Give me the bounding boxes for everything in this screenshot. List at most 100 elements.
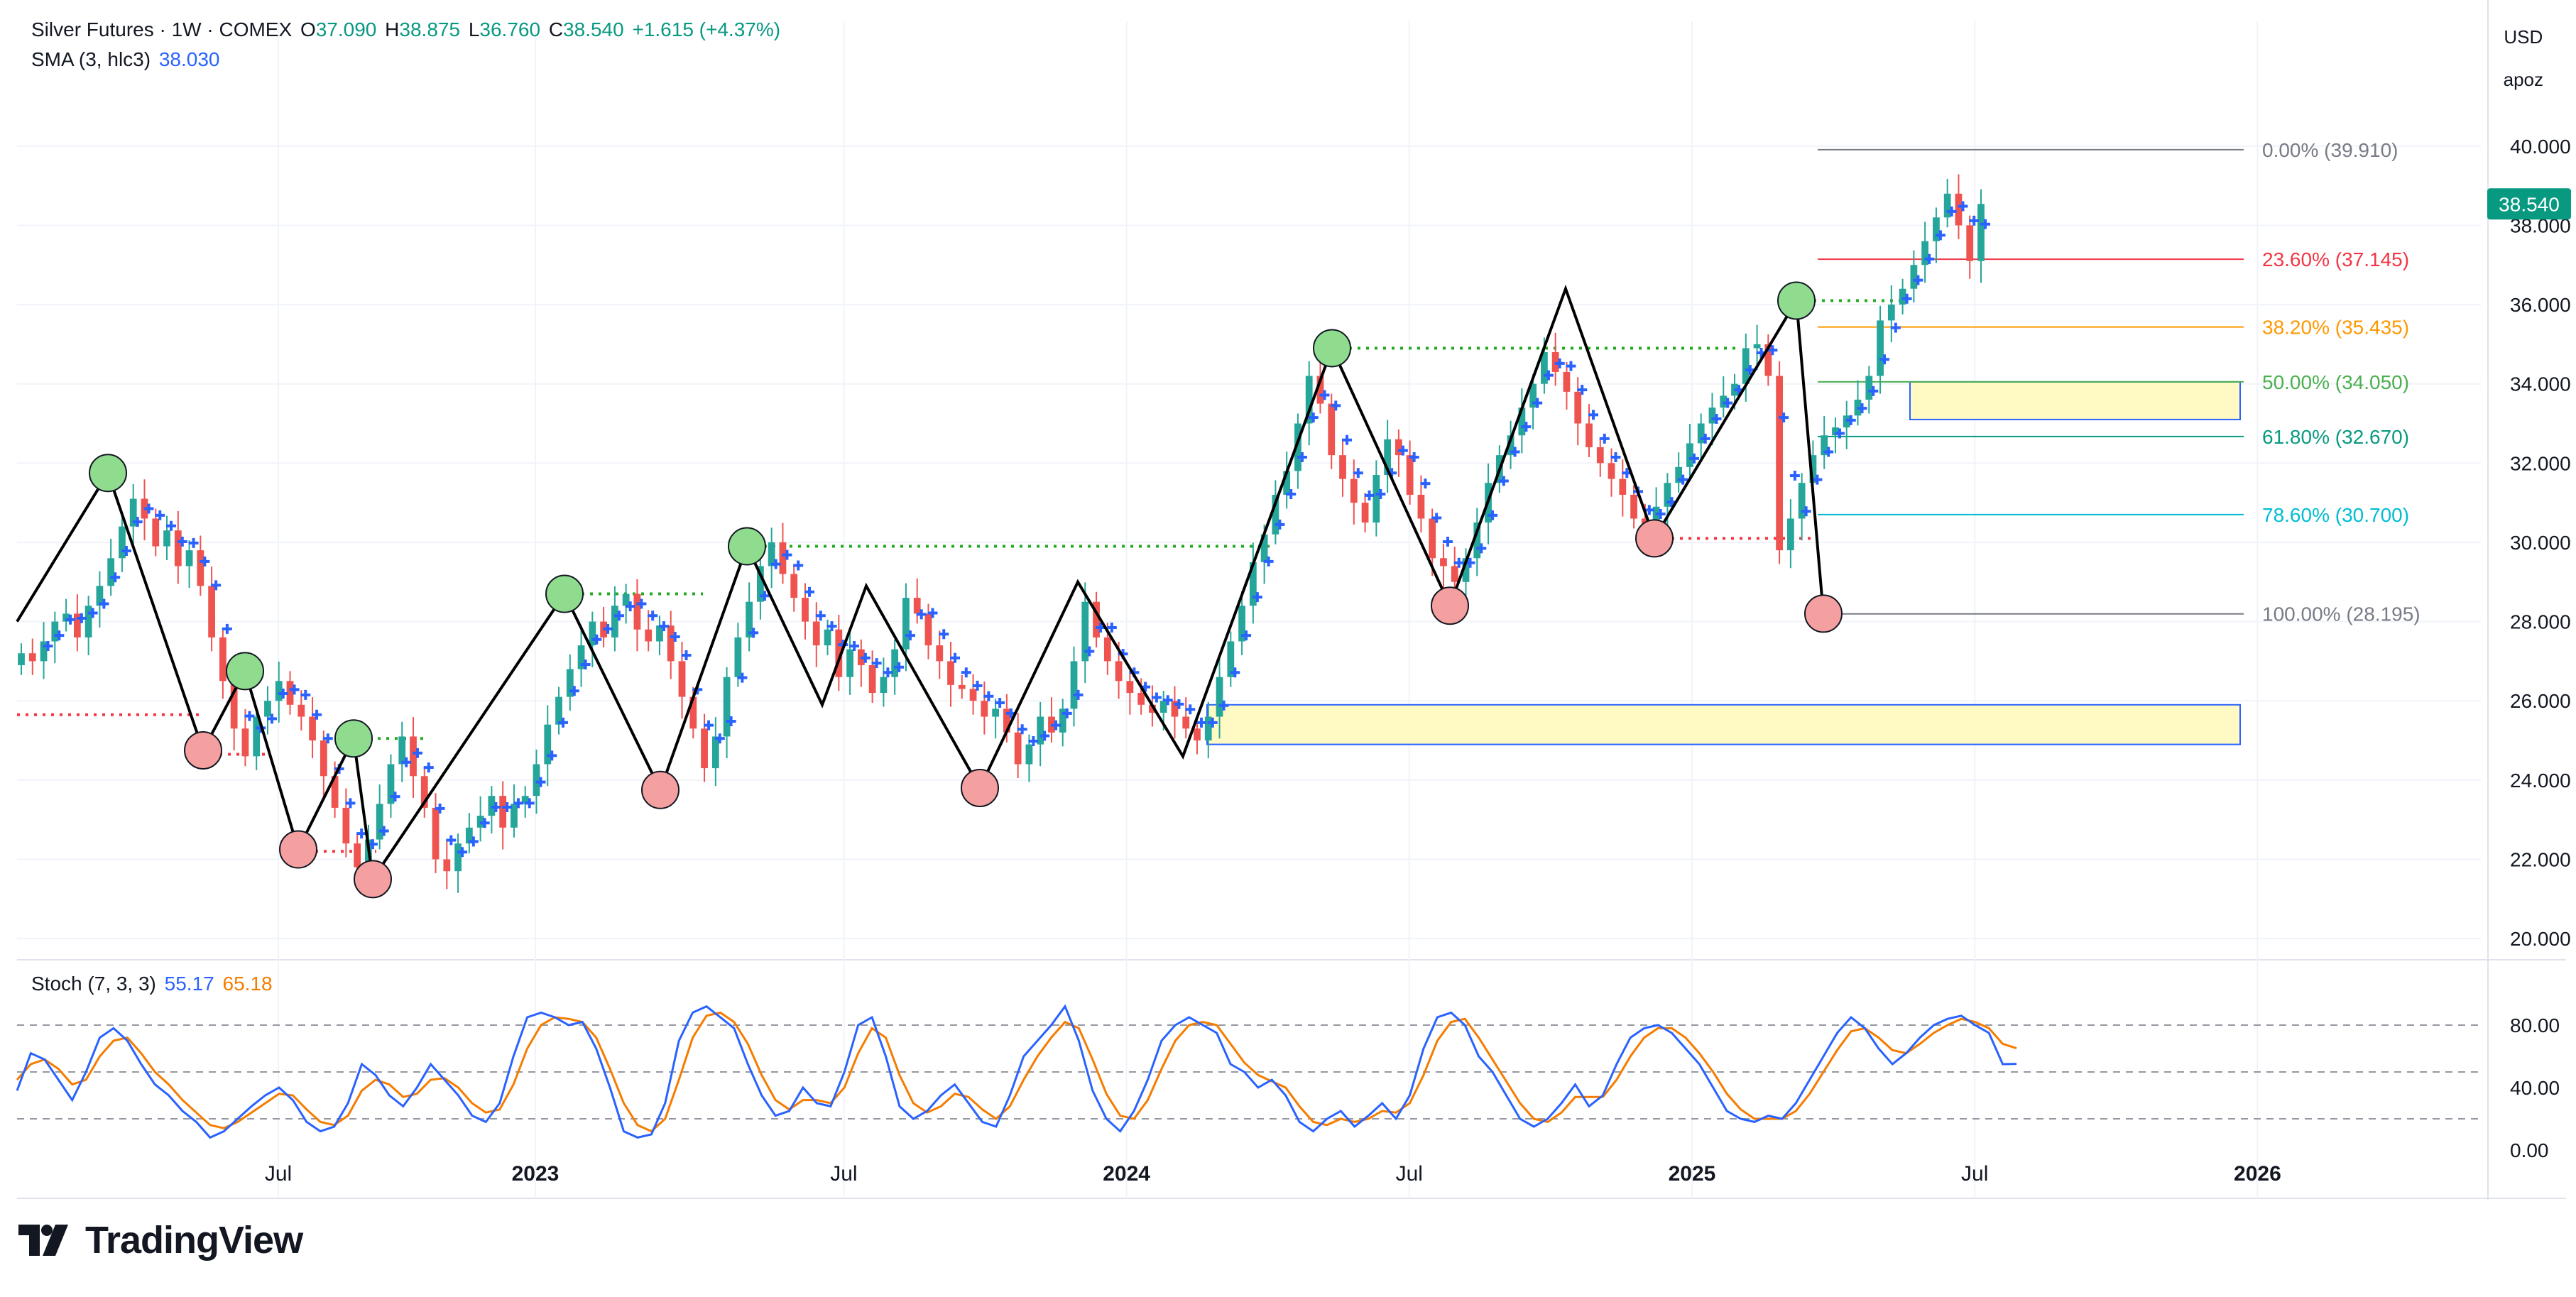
- candle-body: [802, 598, 809, 622]
- sma-point: [916, 609, 927, 620]
- candle-body: [1541, 352, 1548, 384]
- sma-point: [155, 510, 165, 520]
- sma-point: [266, 713, 277, 724]
- sma-point: [1331, 400, 1341, 411]
- high-value: 38.875: [399, 18, 461, 40]
- sma-point: [99, 598, 109, 609]
- sma-point: [1801, 506, 1811, 517]
- candle-body: [667, 625, 675, 662]
- candle-body: [701, 728, 708, 769]
- candle-body: [544, 724, 552, 765]
- candle-body: [309, 716, 316, 741]
- swing-low-marker: [1431, 586, 1469, 625]
- sma-point: [211, 580, 222, 591]
- sma-point: [1028, 735, 1039, 746]
- sma-point: [457, 847, 468, 858]
- sma-point: [950, 652, 961, 663]
- currency-label[interactable]: USD: [2504, 26, 2543, 48]
- candle-body: [1093, 601, 1100, 637]
- sma-point: [658, 621, 669, 632]
- sma-point: [1252, 592, 1262, 603]
- tradingview-logo[interactable]: TradingView: [18, 1218, 303, 1262]
- legend-sma[interactable]: SMA (3, hlc3) 38.030: [31, 48, 222, 71]
- fib-level-label: 23.60% (37.145): [2262, 248, 2409, 270]
- candle-body: [1249, 562, 1257, 606]
- candle-body: [443, 859, 451, 872]
- candle-body: [73, 613, 81, 637]
- time-tick-label: 2023: [512, 1162, 560, 1186]
- candle-body: [51, 621, 59, 642]
- candle-body: [577, 645, 585, 669]
- sma-point: [390, 792, 400, 802]
- candle-body: [1887, 305, 1895, 321]
- sma-point: [446, 835, 457, 845]
- sma-point: [1230, 667, 1240, 678]
- sma-point: [1723, 398, 1733, 408]
- candle-body: [723, 677, 731, 737]
- sma-point: [502, 801, 513, 812]
- price-tick-label: 28.000: [2510, 611, 2571, 633]
- swing-high-marker: [1777, 281, 1816, 320]
- sma-point: [1488, 510, 1498, 520]
- time-tick-label: 2026: [2234, 1162, 2281, 1186]
- candle-body: [1462, 558, 1470, 582]
- candle-body: [1417, 494, 1425, 519]
- low-value: 36.760: [479, 18, 541, 40]
- symbol-title[interactable]: Silver Futures · 1W · COMEX: [31, 18, 293, 40]
- sma-point: [300, 689, 311, 700]
- candle-body: [1037, 716, 1044, 745]
- sma-point: [1879, 354, 1890, 365]
- candle-body: [420, 776, 428, 808]
- sma-point: [826, 621, 837, 632]
- sma-point: [1969, 215, 1980, 226]
- legend-stoch[interactable]: Stoch (7, 3, 3) 55.17 65.18: [31, 973, 275, 995]
- sma-point: [1890, 322, 1901, 333]
- candle-body: [1586, 423, 1593, 447]
- stoch-k-value: 55.17: [164, 973, 214, 995]
- candle-body: [1014, 732, 1022, 765]
- sma-point: [1588, 410, 1598, 420]
- sma-point: [1700, 433, 1710, 444]
- candle-body: [1149, 704, 1156, 713]
- price-tick-label: 22.000: [2510, 848, 2571, 870]
- sma-point: [188, 537, 199, 548]
- candle-body: [410, 736, 417, 777]
- price-tick-label: 30.000: [2510, 532, 2571, 554]
- sma-point: [849, 641, 860, 651]
- sma-point: [1353, 468, 1363, 478]
- sma-point: [648, 611, 658, 621]
- candle-body: [1384, 439, 1392, 476]
- sma-point: [995, 698, 1005, 708]
- candle-body: [1283, 471, 1291, 495]
- candle-body: [320, 740, 327, 777]
- candle-body: [645, 629, 653, 642]
- sma-point: [1779, 412, 1789, 423]
- candle-body: [264, 701, 271, 717]
- fibonacci-retracement[interactable]: 0.00% (39.910) 23.60% (37.145) 38.20% (35.…: [1818, 139, 2421, 625]
- price-scale-header[interactable]: USD apoz: [2504, 16, 2543, 101]
- sma-point: [1498, 476, 1509, 486]
- candle-body: [253, 716, 261, 757]
- sma-point: [569, 686, 579, 696]
- candle-body: [1574, 391, 1582, 424]
- sma-point: [1946, 206, 1957, 217]
- candle-body: [1664, 483, 1671, 507]
- sma-point: [1084, 646, 1095, 657]
- stochastic-pane[interactable]: [16, 1004, 2481, 1139]
- swing-low-marker: [279, 830, 317, 869]
- candle-body: [1507, 435, 1515, 456]
- sma-value: 38.030: [158, 48, 220, 70]
- candle-body: [1966, 225, 1974, 261]
- candle-body: [891, 649, 899, 677]
- close-label: C: [548, 18, 564, 40]
- candle-body: [387, 764, 395, 804]
- sma-point: [704, 720, 714, 730]
- candle-body: [656, 625, 663, 642]
- candle-body: [1686, 443, 1693, 467]
- sma-point: [87, 608, 98, 618]
- sma-point: [166, 520, 177, 531]
- sma-point: [513, 798, 523, 809]
- scale-mode-label[interactable]: apoz: [2503, 69, 2543, 90]
- sma-point: [1913, 275, 1923, 285]
